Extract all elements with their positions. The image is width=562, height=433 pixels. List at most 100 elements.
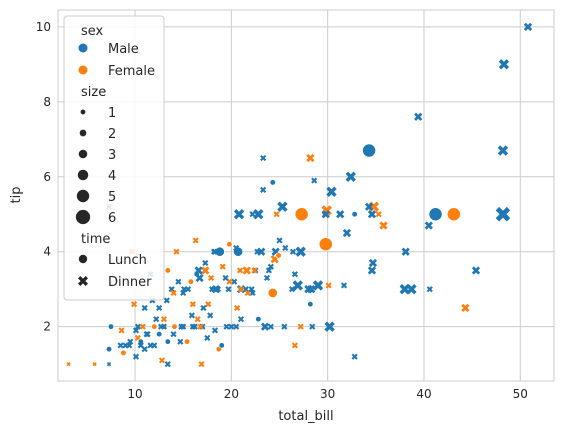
data-point: [141, 304, 148, 311]
legend-style-label: Dinner: [108, 275, 152, 290]
data-point: [188, 312, 195, 319]
y-axis-label: tip: [9, 187, 24, 204]
data-point: [214, 286, 221, 293]
data-point: [180, 323, 187, 330]
legend-size-label: 1: [108, 106, 116, 121]
legend-style-label: Lunch: [108, 253, 147, 268]
data-point: [131, 301, 138, 308]
data-point: [170, 331, 177, 338]
data-point: [260, 322, 270, 331]
data-point: [318, 237, 333, 252]
data-point: [414, 112, 423, 121]
data-point: [267, 287, 278, 298]
data-point: [495, 206, 511, 222]
data-point: [204, 334, 211, 341]
data-point: [497, 145, 509, 156]
y-tick-label: 2: [43, 320, 51, 334]
data-point: [306, 153, 315, 163]
data-point: [144, 331, 151, 338]
data-point: [342, 228, 352, 238]
data-point: [226, 241, 233, 248]
data-point: [156, 331, 163, 338]
data-point: [406, 284, 417, 295]
legend-style-items: Lunch Dinner: [77, 253, 152, 290]
legend-hue-title: sex: [81, 24, 104, 39]
data-point: [351, 211, 358, 218]
legend-size-label: 2: [108, 127, 116, 142]
data-point: [351, 353, 358, 360]
legend-size-label: 3: [108, 148, 116, 163]
data-point: [160, 316, 168, 323]
legend-hue-label: Male: [108, 42, 139, 57]
data-point: [426, 286, 433, 293]
data-point: [153, 316, 160, 323]
data-point: [180, 289, 187, 297]
legend-size-marker: [75, 209, 91, 225]
data-point: [249, 211, 256, 218]
data-point: [171, 323, 178, 330]
data-point: [401, 247, 410, 256]
data-point: [127, 338, 134, 345]
data-point: [368, 258, 378, 268]
data-point: [257, 247, 266, 256]
data-point: [461, 303, 470, 313]
data-point: [151, 342, 158, 349]
legend-color-swatch: [78, 65, 88, 75]
data-point: [156, 304, 163, 311]
data-point: [237, 286, 245, 293]
data-point: [307, 285, 316, 294]
data-point: [168, 286, 175, 293]
data-point: [379, 221, 388, 230]
data-point: [242, 266, 251, 275]
data-point: [134, 323, 142, 330]
data-point: [276, 237, 283, 244]
data-point: [107, 323, 115, 330]
data-point: [105, 346, 113, 353]
data-point: [164, 338, 171, 345]
legend-size-label: 5: [108, 190, 116, 205]
data-point: [126, 342, 133, 349]
data-point: [253, 209, 264, 220]
data-point: [214, 246, 225, 257]
legend-size-title: size: [81, 85, 106, 100]
data-point: [164, 361, 171, 368]
legend-hue-label: Female: [108, 64, 155, 79]
data-point: [428, 207, 443, 222]
data-point: [132, 353, 140, 360]
data-point: [184, 338, 191, 345]
data-point: [194, 266, 203, 275]
data-point: [118, 327, 125, 334]
data-point: [211, 327, 219, 334]
data-point: [173, 248, 180, 255]
y-tick-label: 8: [43, 95, 51, 109]
legend-style-marker: [78, 254, 88, 264]
data-point: [263, 274, 271, 282]
x-axis-label: total_bill: [278, 409, 333, 424]
data-point: [66, 362, 71, 367]
data-point: [273, 211, 280, 218]
data-point: [362, 143, 376, 158]
data-point: [191, 323, 198, 330]
data-point: [367, 266, 377, 275]
data-point: [194, 316, 201, 323]
legend-size-marker: [78, 149, 88, 159]
data-point: [137, 342, 144, 349]
data-point: [260, 154, 267, 162]
data-point: [321, 210, 330, 219]
data-point: [233, 244, 240, 252]
data-point: [324, 321, 335, 332]
data-point: [106, 362, 112, 367]
data-point: [184, 286, 192, 293]
data-point: [251, 267, 258, 274]
x-tick-label: 30: [320, 387, 335, 401]
y-tick-label: 4: [43, 245, 51, 259]
data-point: [208, 274, 215, 282]
legend-size-marker: [79, 129, 87, 137]
data-point: [267, 263, 274, 270]
data-point: [309, 323, 316, 330]
data-point: [233, 209, 245, 220]
data-point: [295, 246, 306, 257]
legend-size-marker: [80, 109, 86, 115]
data-point: [291, 342, 298, 349]
